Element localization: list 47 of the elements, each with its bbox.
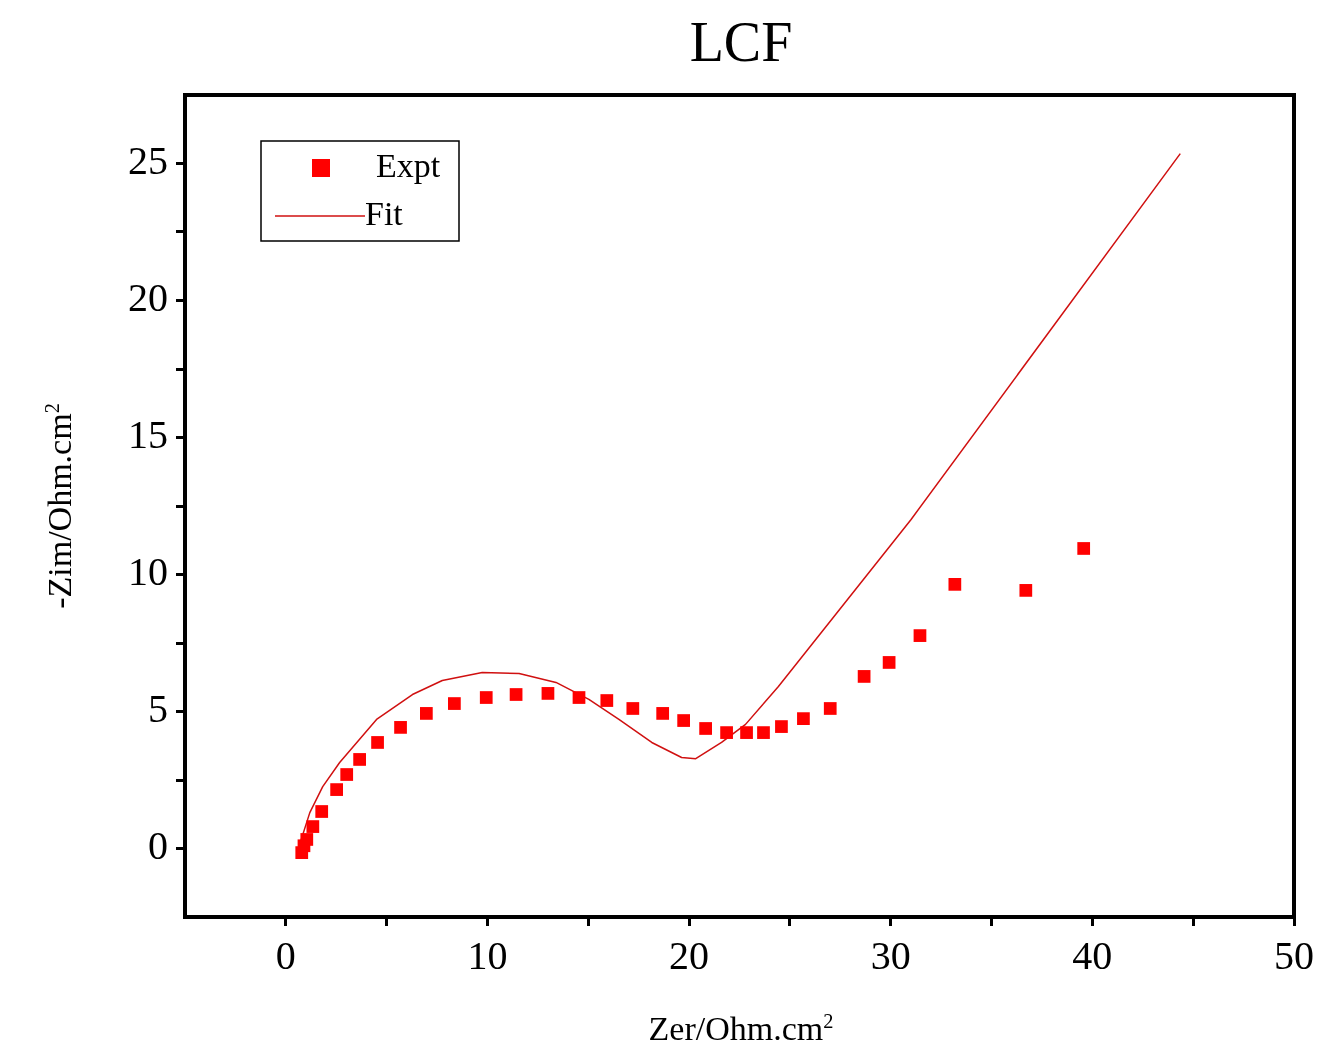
legend-label: Expt <box>376 146 441 184</box>
x-tick-label: 0 <box>275 932 296 978</box>
point <box>740 726 753 739</box>
point <box>1019 584 1033 597</box>
x-tick-label: 20 <box>669 932 710 978</box>
point <box>699 722 712 735</box>
point <box>330 783 343 796</box>
y-tick-label: 15 <box>128 412 168 457</box>
y-tick-label: 25 <box>128 138 168 183</box>
x-axis-title: Zer/Ohm.cm$^{2}$ <box>647 1010 835 1049</box>
point <box>857 670 871 683</box>
point <box>541 687 555 700</box>
point <box>1077 542 1091 555</box>
point <box>315 805 329 818</box>
y-tick-label: 10 <box>128 549 168 594</box>
point <box>448 697 461 710</box>
y-tick-label: 0 <box>148 823 168 868</box>
point <box>720 726 733 739</box>
x-tick-label: 50 <box>1274 932 1314 978</box>
point <box>677 714 691 727</box>
point <box>882 656 896 669</box>
point <box>371 736 384 749</box>
x-tick-label: 10 <box>467 932 508 978</box>
y-tick-label: 5 <box>148 686 168 731</box>
point <box>353 753 366 766</box>
point <box>797 712 810 725</box>
point <box>572 691 586 704</box>
point <box>509 688 523 701</box>
point <box>626 702 640 715</box>
point <box>300 833 314 846</box>
point <box>775 720 788 733</box>
point <box>823 702 837 715</box>
point <box>913 629 927 642</box>
point <box>340 768 354 781</box>
x-tick-label: 40 <box>1072 932 1113 978</box>
legend-label: Fit <box>365 194 404 232</box>
point <box>948 578 962 591</box>
point <box>394 721 407 734</box>
point <box>479 691 493 704</box>
point <box>656 707 670 720</box>
point <box>420 707 433 720</box>
y-tick-label: 20 <box>128 275 168 320</box>
point <box>757 726 770 739</box>
point <box>306 820 320 833</box>
x-tick-label: 30 <box>870 932 911 978</box>
point <box>600 694 614 707</box>
chart-title: LCF <box>688 10 794 74</box>
